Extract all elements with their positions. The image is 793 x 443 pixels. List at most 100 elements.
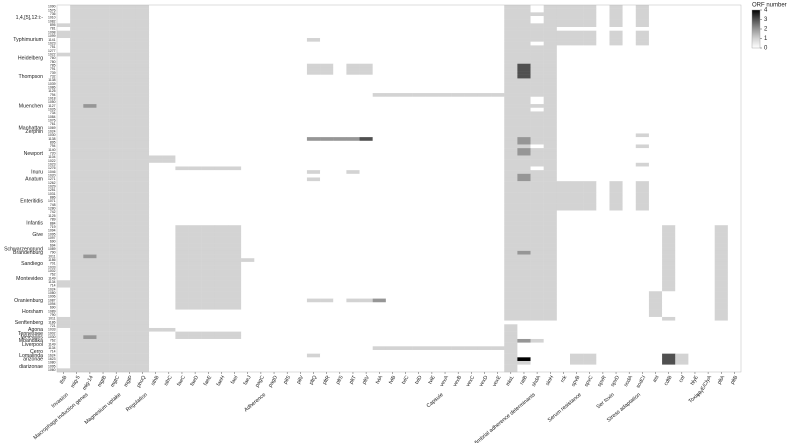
heatmap-cell [399,313,413,318]
heatmap-cell [596,261,610,266]
heatmap-cell [714,170,729,175]
heatmap-cell [675,30,689,35]
heatmap-cell [306,107,321,112]
heatmap-cell [162,221,176,226]
heatmap-cell [556,250,571,255]
heatmap-cell [280,30,294,35]
heatmap-cell [556,236,571,241]
heatmap-cell [320,133,334,138]
heatmap-cell [293,239,308,244]
heatmap-cell [662,206,676,211]
heatmap-cell [333,148,347,152]
heatmap-cell [438,100,452,105]
heatmap-cell [109,74,123,79]
heatmap-cell [714,56,729,61]
heatmap-cell [188,85,202,90]
heatmap-cell [714,89,729,94]
heatmap-cell [701,298,715,303]
heatmap-cell [635,265,650,270]
heatmap-cell [464,27,479,31]
heatmap-cell [675,148,689,152]
heatmap-cell [464,206,479,211]
heatmap-cell [701,188,715,193]
heatmap-cell [399,27,413,31]
heatmap-cell [267,30,281,35]
heatmap-cell [188,342,202,347]
heatmap-cell [267,302,281,307]
heatmap-cell [570,272,584,277]
heatmap-cell [359,8,373,13]
heatmap-cell [412,38,426,42]
heatmap-cell [109,302,123,307]
heatmap-cell [333,155,347,160]
heatmap-cell [596,60,610,64]
heatmap-cell [228,162,242,167]
heatmap-cell [530,181,544,186]
heatmap-cell [556,206,571,211]
heatmap-cell [491,162,505,167]
heatmap-cell [293,247,308,252]
heatmap-cell [675,8,689,13]
heatmap-cell [267,188,281,193]
heatmap-cell [254,162,268,167]
heatmap-cell [517,177,531,182]
heatmap-cell [648,74,663,79]
heatmap-cell [201,298,216,303]
heatmap-cell [451,38,465,42]
heatmap-cell [596,302,610,307]
heatmap-cell [228,159,242,164]
heatmap-cell [162,291,176,296]
heatmap-cell [135,133,150,138]
heatmap-cell [57,170,71,175]
heatmap-cell [648,126,663,130]
heatmap-cell [241,162,255,167]
heatmap-cell [109,184,123,189]
heatmap-cell [425,19,439,24]
heatmap-cell [135,217,150,222]
heatmap-cell [333,338,347,343]
heatmap-cell [162,203,176,208]
heatmap-cell [70,298,84,303]
heatmap-cell [346,236,360,241]
heatmap-cell [570,265,584,270]
heatmap-cell [122,272,137,277]
heatmap-cell [280,56,294,61]
heatmap-cell [122,217,137,222]
heatmap-cell [543,250,558,255]
heatmap-cell [293,140,308,145]
heatmap-cell [201,302,216,307]
heatmap-cell [228,16,242,20]
row-label: 1134 [48,346,55,350]
heatmap-cell [570,305,584,310]
heatmap-cell [320,232,334,237]
heatmap-cell [570,144,584,149]
heatmap-cell [648,217,663,222]
heatmap-cell [175,298,189,303]
heatmap-cell [306,313,321,318]
heatmap-cell [662,225,676,230]
heatmap-cell [149,217,163,222]
heatmap-cell [517,122,531,127]
heatmap-cell [622,159,636,164]
heatmap-cell [477,272,492,277]
heatmap-cell [662,214,676,219]
heatmap-cell [320,74,334,79]
heatmap-cell [635,173,650,178]
heatmap-cell [609,30,623,35]
heatmap-cell [149,298,163,303]
heatmap-cell [162,8,176,13]
heatmap-cell [688,265,702,270]
heatmap-cell [241,78,255,83]
heatmap-cell [372,52,387,57]
heatmap-cell [346,107,360,112]
heatmap-cell [149,316,163,321]
heatmap-cell [254,8,268,13]
heatmap-cell [491,63,505,68]
heatmap-cell [464,67,479,72]
heatmap-cell [675,159,689,164]
heatmap-cell [609,294,623,299]
heatmap-cell [543,269,558,274]
heatmap-cell [83,254,97,259]
heatmap-cell [333,294,347,299]
heatmap-cell [517,206,531,211]
